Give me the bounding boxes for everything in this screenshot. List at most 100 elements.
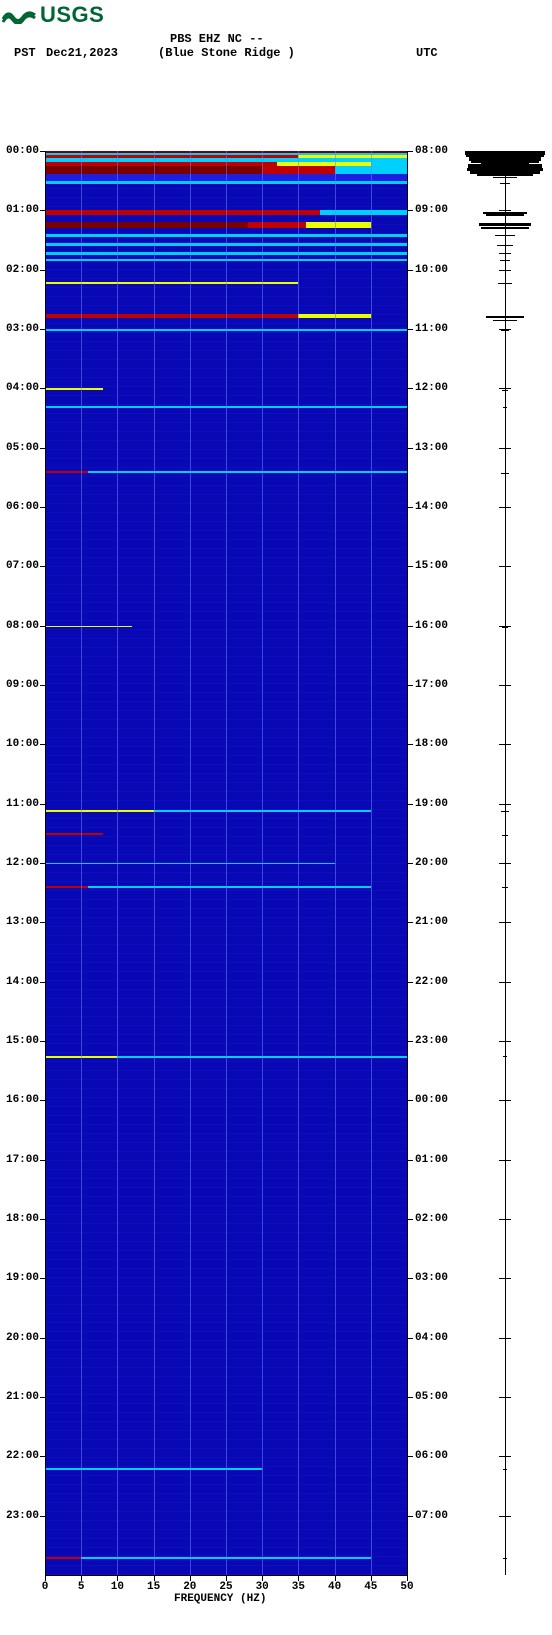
spectral-band [45,833,103,835]
y-label-right: 16:00 [415,620,448,632]
y-label-right: 07:00 [415,1510,448,1522]
y-label-right: 11:00 [415,323,448,335]
x-tick-label: 15 [147,1581,160,1593]
amp-bar [500,260,510,261]
y-label-left: 20:00 [6,1332,39,1344]
amp-bar [502,835,508,836]
x-axis-title: FREQUENCY (HZ) [174,1593,266,1605]
y-label-right: 02:00 [415,1213,448,1225]
y-label-left: 12:00 [6,857,39,869]
y-label-right: 17:00 [415,679,448,691]
spectral-band [45,222,248,228]
amp-bar [493,177,517,178]
y-label-right: 13:00 [415,442,448,454]
y-label-left: 00:00 [6,145,39,157]
y-label-right: 09:00 [415,204,448,216]
y-label-left: 05:00 [6,442,39,454]
y-label-left: 23:00 [6,1510,39,1522]
spectrogram-plot: 05101520253035404550FREQUENCY (HZ)00:000… [0,66,552,1635]
spectral-band [88,471,407,473]
amp-bar [502,390,508,391]
spectral-band [45,388,103,389]
x-axis-line [45,1575,407,1576]
x-tick-label: 0 [42,1581,49,1593]
x-gridline [226,151,227,1575]
y-label-right: 10:00 [415,264,448,276]
x-gridline [81,151,82,1575]
x-gridline [371,151,372,1575]
x-tick-label: 5 [78,1581,85,1593]
station-id: PBS EHZ NC -- [170,32,264,46]
spectral-band [45,626,132,628]
y-label-right: 04:00 [415,1332,448,1344]
amp-bar [497,245,513,246]
x-gridline [190,151,191,1575]
y-label-left: 01:00 [6,204,39,216]
amp-bar [498,283,512,284]
y-label-right: 00:00 [415,1094,448,1106]
wave-icon [2,6,36,24]
y-label-right: 01:00 [415,1154,448,1166]
y-label-right: 18:00 [415,738,448,750]
x-tick-label: 10 [111,1581,124,1593]
y-label-right: 08:00 [415,145,448,157]
amp-bar [501,330,509,331]
amp-bar [503,1558,508,1559]
x-gridline [335,151,336,1575]
x-gridline [298,151,299,1575]
station-location: (Blue Stone Ridge ) [158,46,295,60]
y-label-left: 11:00 [6,798,39,810]
x-tick-label: 25 [219,1581,232,1593]
logo-text: USGS [40,2,104,28]
x-gridline [117,151,118,1575]
y-label-left: 21:00 [6,1391,39,1403]
y-label-right: 14:00 [415,501,448,513]
amp-axis [505,151,506,1575]
y-label-right: 05:00 [415,1391,448,1403]
y-label-right: 21:00 [415,916,448,928]
spectral-band [45,282,298,284]
x-tick-label: 40 [328,1581,341,1593]
x-tick-label: 35 [292,1581,305,1593]
amp-bar [477,174,533,177]
x-tick-label: 50 [400,1581,413,1593]
y-label-left: 17:00 [6,1154,39,1166]
y-label-left: 09:00 [6,679,39,691]
spectral-band [306,222,371,228]
amp-bar [502,887,508,888]
amp-bar [503,1056,508,1057]
y-label-left: 16:00 [6,1094,39,1106]
spectral-band [45,1557,81,1559]
amp-bar [501,811,509,812]
amp-bar [499,253,511,254]
amp-bar [503,1469,507,1470]
y-label-left: 08:00 [6,620,39,632]
y-label-right: 06:00 [415,1450,448,1462]
y-label-right: 22:00 [415,976,448,988]
tz-right: UTC [416,46,438,60]
y-label-left: 10:00 [6,738,39,750]
usgs-logo: USGS [0,0,552,28]
y-label-right: 19:00 [415,798,448,810]
y-label-left: 07:00 [6,560,39,572]
x-tick-label: 30 [256,1581,269,1593]
chart-header: PBS EHZ NC -- (Blue Stone Ridge ) PST De… [0,28,552,66]
amp-bar [503,407,508,408]
x-tick-label: 20 [183,1581,196,1593]
spectral-band [320,210,407,215]
y-label-right: 23:00 [415,1035,448,1047]
y-label-left: 02:00 [6,264,39,276]
y-label-left: 13:00 [6,916,39,928]
amp-bar [486,214,524,216]
x-gridline [262,151,263,1575]
plot-border [407,151,408,1575]
amp-bar [500,183,510,184]
y-label-right: 20:00 [415,857,448,869]
plot-border [45,151,46,1575]
y-label-right: 03:00 [415,1272,448,1284]
y-label-left: 15:00 [6,1035,39,1047]
y-label-left: 14:00 [6,976,39,988]
header-date: Dec21,2023 [46,46,118,60]
y-label-left: 19:00 [6,1272,39,1284]
amp-bar [495,235,515,236]
